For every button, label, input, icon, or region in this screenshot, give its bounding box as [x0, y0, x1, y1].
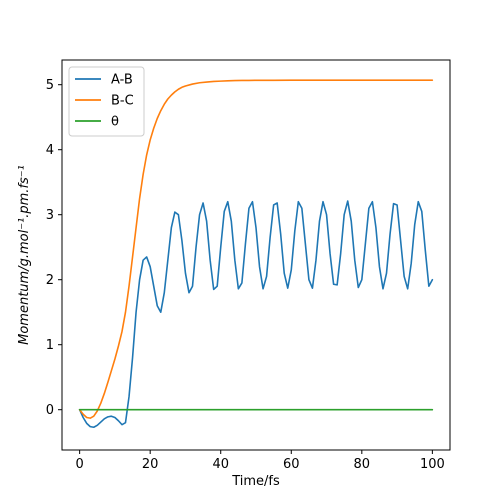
- y-tick-label: 0: [46, 403, 54, 418]
- series-lines: [78, 79, 434, 429]
- legend-label-3: θ: [111, 115, 119, 130]
- legend: A-B B-C θ: [68, 66, 145, 137]
- x-tick-label: 80: [354, 457, 371, 472]
- legend-label-2: B-C: [111, 94, 134, 109]
- x-tick-label: 40: [212, 457, 229, 472]
- legend-box: [68, 66, 145, 137]
- legend-label-1: A-B: [111, 73, 133, 88]
- series-line-2: [78, 79, 434, 419]
- y-tick-label: 3: [46, 208, 54, 223]
- plot-frame: [61, 59, 451, 451]
- x-tick-label: 0: [75, 457, 83, 472]
- y-tick-label: 2: [46, 273, 54, 288]
- x-axis-label: Time/fs: [231, 474, 280, 489]
- x-tick-label: 60: [283, 457, 300, 472]
- y-tick-label: 1: [46, 338, 54, 353]
- axis-ticks: 0 20 40 60 80 100 0 1 2 3 4 5: [46, 78, 445, 472]
- x-tick-label: 100: [420, 457, 445, 472]
- x-tick-label: 20: [142, 457, 159, 472]
- series-line-1: [78, 200, 434, 429]
- y-axis-label: Momentum/g.mol⁻¹.pm.fs⁻¹: [17, 165, 32, 345]
- y-tick-label: 5: [46, 78, 54, 93]
- y-tick-label: 4: [46, 143, 54, 158]
